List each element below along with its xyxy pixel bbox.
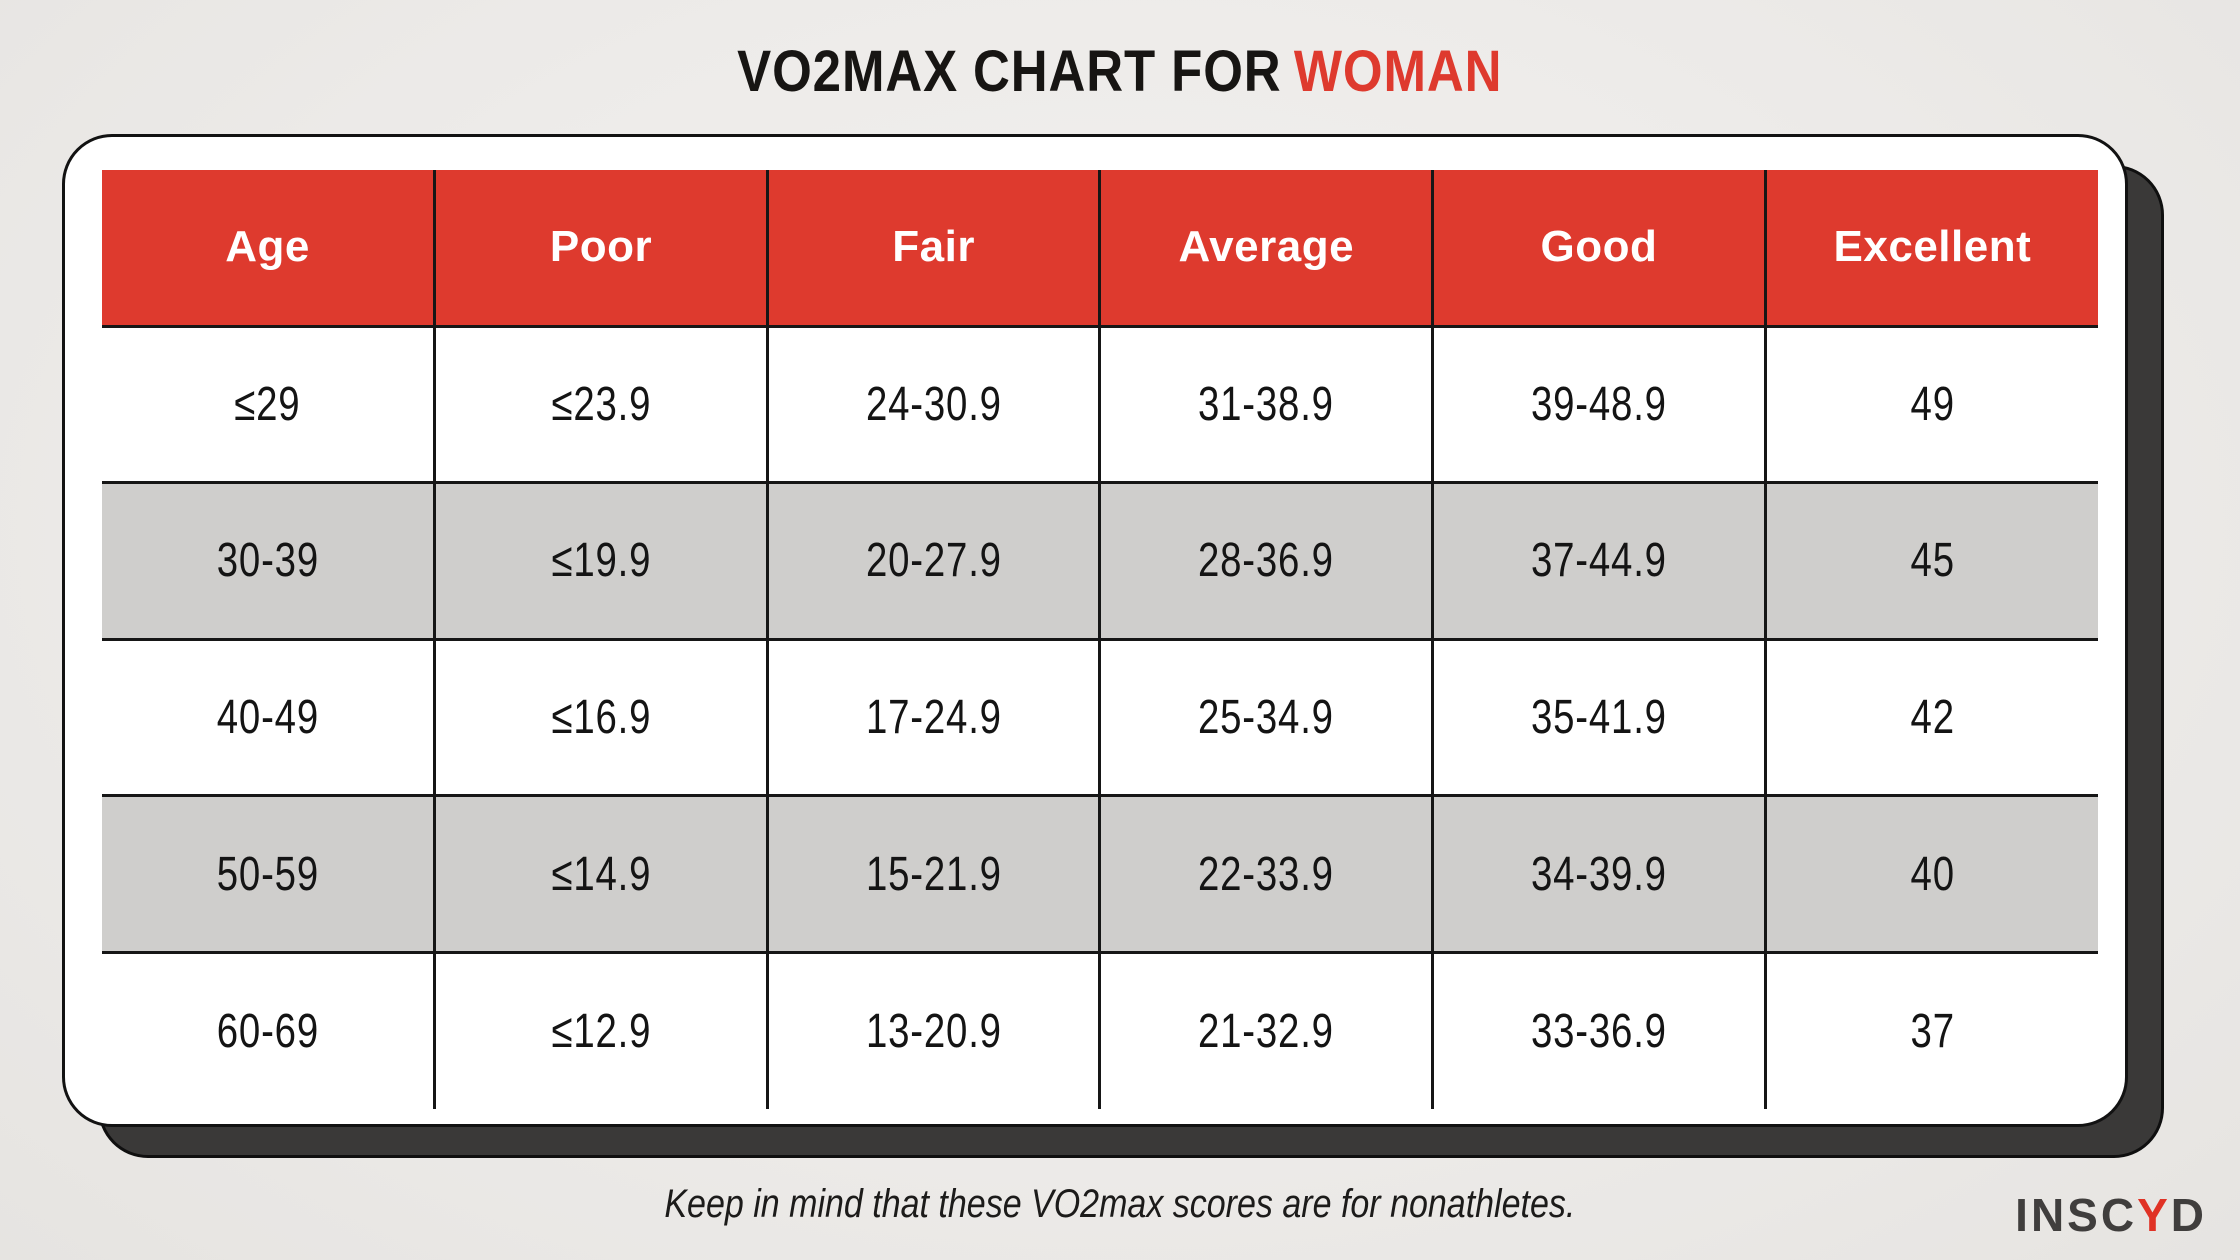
table-row: 40-49 ≤16.9 17-24.9 25-34.9 35-41.9 42 bbox=[102, 639, 2098, 796]
logo-text-highlight: Y bbox=[2137, 1189, 2171, 1241]
cell-excellent: 49 bbox=[1910, 377, 1955, 431]
cell-poor: ≤12.9 bbox=[434, 952, 769, 1109]
page-title-highlight: WOMAN bbox=[1294, 39, 1503, 104]
table-header: Age Poor Fair Average Good Excellent bbox=[102, 170, 2098, 326]
logo-text-pre: INSC bbox=[2015, 1189, 2138, 1241]
cell-age: 40-49 bbox=[102, 639, 437, 796]
table-row: 30-39 ≤19.9 20-27.9 28-36.9 37-44.9 45 bbox=[102, 482, 2098, 640]
cell-age: 50-59 bbox=[102, 795, 437, 953]
cell-age: ≤29 bbox=[102, 326, 437, 483]
footnote-text: Keep in mind that these VO2max scores ar… bbox=[664, 1182, 1576, 1226]
cell-excellent: 42 bbox=[1910, 690, 1955, 744]
page-title-prefix: VO2MAX CHART FOR bbox=[737, 39, 1282, 104]
cell-good: 39-48.9 bbox=[1432, 326, 1767, 483]
table-header-row: Age Poor Fair Average Good Excellent bbox=[102, 170, 2098, 326]
column-header-good: Good bbox=[1432, 170, 1767, 326]
cell-poor: ≤14.9 bbox=[434, 795, 769, 953]
column-header-excellent: Excellent bbox=[1765, 170, 2098, 326]
cell-poor: ≤16.9 bbox=[434, 639, 769, 796]
cell-fair: 17-24.9 bbox=[767, 639, 1102, 796]
cell-poor: ≤23.9 bbox=[434, 326, 769, 483]
cell-fair: 20-27.9 bbox=[767, 482, 1102, 640]
column-header-age: Age bbox=[102, 170, 437, 326]
cell-average: 22-33.9 bbox=[1099, 795, 1435, 953]
page-title: VO2MAX CHART FOR WOMAN bbox=[0, 38, 2240, 105]
cell-excellent: 40 bbox=[1910, 847, 1955, 901]
vo2max-table-card: Age Poor Fair Average Good Excellent ≤29… bbox=[62, 134, 2128, 1127]
cell-age: 30-39 bbox=[102, 482, 437, 640]
cell-good: 35-41.9 bbox=[1432, 639, 1767, 796]
column-header-average: Average bbox=[1099, 170, 1435, 326]
cell-good: 34-39.9 bbox=[1432, 795, 1767, 953]
logo-text-post: D bbox=[2170, 1189, 2207, 1241]
cell-average: 21-32.9 bbox=[1099, 952, 1435, 1109]
table-row: ≤29 ≤23.9 24-30.9 31-38.9 39-48.9 49 bbox=[102, 326, 2098, 483]
cell-good: 33-36.9 bbox=[1432, 952, 1767, 1109]
cell-excellent: 37 bbox=[1910, 1004, 1955, 1058]
footnote: Keep in mind that these VO2max scores ar… bbox=[0, 1182, 2240, 1227]
cell-average: 31-38.9 bbox=[1099, 326, 1435, 483]
cell-average: 25-34.9 bbox=[1099, 639, 1435, 796]
cell-excellent: 45 bbox=[1910, 534, 1955, 588]
cell-fair: 24-30.9 bbox=[767, 326, 1102, 483]
table-row: 50-59 ≤14.9 15-21.9 22-33.9 34-39.9 40 bbox=[102, 795, 2098, 953]
cell-average: 28-36.9 bbox=[1099, 482, 1435, 640]
cell-good: 37-44.9 bbox=[1432, 482, 1767, 640]
column-header-fair: Fair bbox=[767, 170, 1102, 326]
table-body: ≤29 ≤23.9 24-30.9 31-38.9 39-48.9 49 30-… bbox=[102, 326, 2098, 1109]
vo2max-table: Age Poor Fair Average Good Excellent ≤29… bbox=[102, 170, 2098, 1109]
inscyd-logo: INSCYD bbox=[2015, 1188, 2207, 1242]
cell-fair: 15-21.9 bbox=[767, 795, 1102, 953]
table-row: 60-69 ≤12.9 13-20.9 21-32.9 33-36.9 37 bbox=[102, 952, 2098, 1109]
cell-fair: 13-20.9 bbox=[767, 952, 1102, 1109]
column-header-poor: Poor bbox=[434, 170, 769, 326]
cell-poor: ≤19.9 bbox=[434, 482, 769, 640]
cell-age: 60-69 bbox=[102, 952, 437, 1109]
